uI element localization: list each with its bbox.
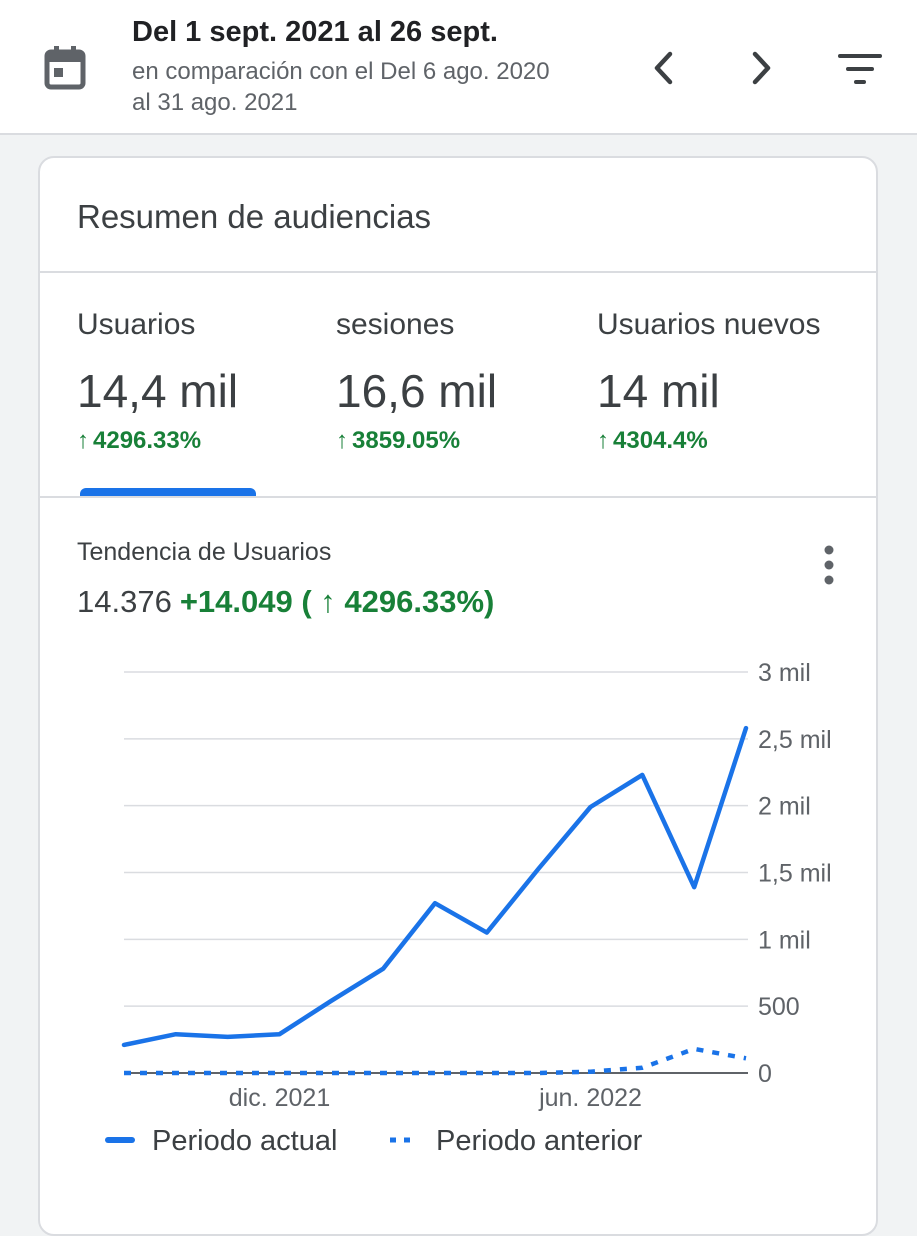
trend-title: Tendencia de Usuarios xyxy=(77,538,332,566)
top-bar: Del 1 sept. 2021 al 26 sept. en comparac… xyxy=(0,0,917,135)
x-tick-label: jun. 2022 xyxy=(538,1084,642,1112)
metric-value: 14 mil xyxy=(597,365,720,417)
audience-summary-card: Resumen de audiencias Usuarios 14,4 mil … xyxy=(38,156,878,1236)
y-tick-label: 0 xyxy=(758,1060,772,1088)
y-tick-label: 1,5 mil xyxy=(758,860,832,888)
trend-total: 14.376 xyxy=(77,584,172,619)
metric-delta: ↑ 4296.33% xyxy=(77,427,238,455)
metric-delta-value: 4296.33% xyxy=(93,427,202,454)
trend-change: +14.049 ( ↑ 4296.33%) xyxy=(179,584,495,619)
metric-value: 14,4 mil xyxy=(77,365,239,417)
y-tick-label: 2,5 mil xyxy=(758,726,832,754)
selected-tab-indicator xyxy=(80,488,256,496)
metric-delta: ↑ 4304.4% xyxy=(597,427,820,455)
divider xyxy=(40,271,876,273)
metric-tab-sessions[interactable]: sesiones 16,6 mil ↑ 3859.05% xyxy=(336,308,497,455)
metric-delta: ↑ 3859.05% xyxy=(336,427,497,455)
metric-label: Usuarios xyxy=(77,308,196,341)
filter-icon[interactable] xyxy=(836,52,884,86)
metric-tab-new-users[interactable]: Usuarios nuevos 14 mil ↑ 4304.4% xyxy=(597,308,820,455)
arrow-up-icon: ↑ xyxy=(77,427,89,454)
legend-label: Periodo actual xyxy=(152,1125,337,1157)
trend-summary: 14.376 +14.049 ( ↑ 4296.33%) xyxy=(77,584,494,620)
users-trend-chart: 0 500 1 mil 1,5 mil 2 mil 2,5 mil 3 mil dic. 20… xyxy=(105,659,832,1157)
arrow-up-icon: ↑ xyxy=(336,427,348,454)
y-tick-label: 3 mil xyxy=(758,659,811,687)
legend-label: Periodo anterior xyxy=(436,1125,643,1157)
metric-label: Usuarios nuevos xyxy=(597,308,821,341)
comparison-line-1: en comparación con el Del 6 ago. 2020 xyxy=(132,58,550,85)
x-tick-label: dic. 2021 xyxy=(229,1084,330,1112)
metric-value: 16,6 mil xyxy=(336,365,498,417)
divider xyxy=(40,496,876,498)
date-range-title[interactable]: Del 1 sept. 2021 al 26 sept. xyxy=(132,16,498,48)
series-line-previous xyxy=(124,1046,747,1076)
comparison-line-2: al 31 ago. 2021 xyxy=(132,89,298,116)
y-tick-label: 1 mil xyxy=(758,926,811,954)
chevron-right-icon[interactable] xyxy=(740,48,780,88)
y-tick-label: 2 mil xyxy=(758,793,811,821)
card-title: Resumen de audiencias xyxy=(77,198,432,235)
series-line-current xyxy=(121,725,749,1048)
metric-delta-value: 3859.05% xyxy=(352,427,461,454)
comparison-range: en comparación con el Del 6 ago. 2020 al… xyxy=(132,56,632,118)
arrow-up-icon: ↑ xyxy=(597,427,609,454)
metric-label: sesiones xyxy=(336,308,455,341)
calendar-icon[interactable] xyxy=(44,44,86,90)
more-options-icon[interactable] xyxy=(814,542,844,588)
metric-delta-value: 4304.4% xyxy=(613,427,708,454)
chevron-left-icon[interactable] xyxy=(645,48,685,88)
y-tick-label: 500 xyxy=(758,993,800,1021)
metric-tab-users[interactable]: Usuarios 14,4 mil ↑ 4296.33% xyxy=(77,308,238,455)
